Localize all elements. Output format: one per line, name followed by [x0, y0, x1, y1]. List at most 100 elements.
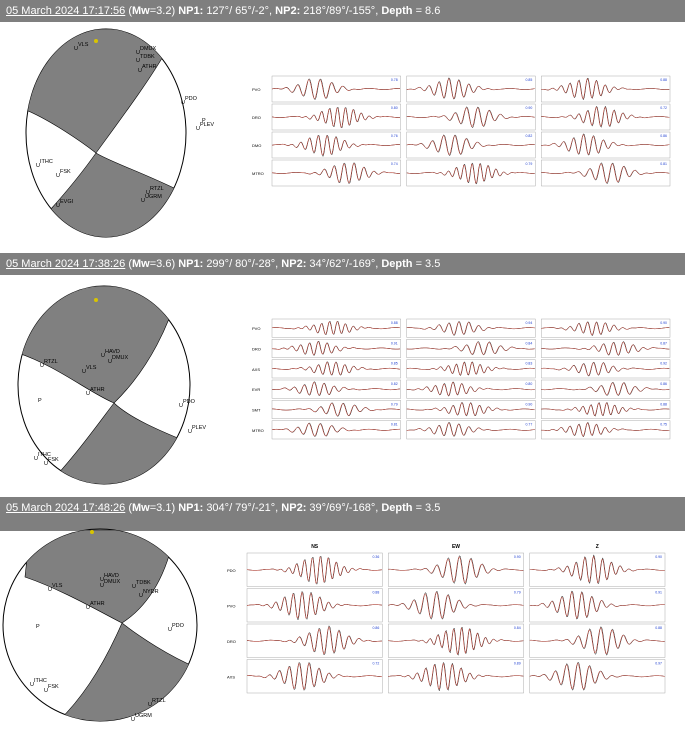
- np2-label-1: NP2:: [275, 5, 301, 17]
- depth-label-2: Depth: [381, 258, 413, 270]
- synthetic-waveform: [529, 627, 665, 655]
- correlation-value: 0.75: [660, 423, 667, 427]
- synthetic-waveform: [541, 321, 670, 336]
- correlation-value: 0.92: [660, 362, 667, 366]
- trace-panel: [541, 400, 671, 419]
- synthetic-waveform: [247, 662, 383, 691]
- correlation-value: 0.88: [660, 402, 667, 406]
- synthetic-waveform: [388, 662, 524, 690]
- station-marker: U: [56, 173, 60, 179]
- station-marker: U: [179, 403, 183, 409]
- synthetic-waveform: [541, 382, 670, 396]
- depth-value-1: = 8.6: [415, 5, 441, 17]
- np1-value-2: 299°/ 80°/-28°,: [206, 258, 279, 270]
- station-label: PLEV: [200, 122, 214, 128]
- trace-panel: [529, 588, 666, 623]
- event-header-1: 05 March 2024 17:17:56 (Mw=3.2) NP1: 127…: [0, 0, 685, 22]
- trace-station-label: DRO: [252, 115, 261, 120]
- correlation-value: 0.79: [526, 162, 533, 166]
- synthetic-waveform: [272, 403, 401, 416]
- component-header: NS: [311, 544, 319, 550]
- synthetic-waveform: [541, 77, 670, 100]
- np1-label-2: NP1:: [178, 258, 204, 270]
- correlation-value: 0.80: [526, 382, 533, 386]
- synthetic-waveform: [541, 362, 670, 376]
- np2-label-3: NP2:: [281, 502, 307, 514]
- station-marker: U: [74, 46, 78, 52]
- synthetic-waveform: [406, 135, 535, 155]
- trace-panel: [271, 400, 401, 419]
- correlation-value: 0.97: [655, 662, 662, 666]
- station-marker: U: [196, 126, 200, 132]
- synthetic-waveform: [246, 591, 383, 619]
- station-marker: U: [100, 577, 104, 583]
- station-label: PDO: [172, 623, 185, 629]
- correlation-value: 0.84: [514, 626, 521, 630]
- station-label: VLS: [86, 365, 97, 371]
- station-label: ITHC: [40, 159, 53, 165]
- np2-value-3: 39°/69°/-168°,: [309, 502, 379, 514]
- trace-station-label: MTRO: [252, 428, 264, 433]
- station-marker: U: [138, 68, 142, 74]
- np2-value-1: 218°/89°/-155°,: [303, 5, 379, 17]
- np2-label-2: NP2:: [281, 258, 307, 270]
- trace-station-label: AXS: [227, 674, 235, 679]
- correlation-value: 0.84: [526, 341, 533, 345]
- correlation-value: 0.90: [514, 555, 521, 559]
- trace-panel: [406, 400, 536, 419]
- station-label: FSK: [48, 457, 59, 463]
- synthetic-waveform: [406, 77, 535, 100]
- trace-panel: [406, 339, 536, 358]
- correlation-value: 0.90: [526, 106, 533, 110]
- trace-panel: [541, 379, 671, 399]
- synthetic-waveform: [271, 162, 400, 184]
- synthetic-waveform: [541, 402, 670, 416]
- correlation-value: 0.91: [655, 591, 662, 595]
- station-marker: U: [131, 717, 135, 723]
- synthetic-waveform: [541, 133, 670, 156]
- correlation-value: 0.88: [391, 321, 398, 325]
- correlation-value: 0.85: [526, 78, 533, 82]
- correlation-value: 0.94: [526, 321, 533, 325]
- correlation-value: 0.88: [373, 591, 380, 595]
- trace-panel: [406, 131, 536, 159]
- correlation-value: 0.76: [391, 134, 398, 138]
- event-date-2: 05 March 2024 17:38:26: [6, 258, 126, 270]
- station-marker: U: [101, 353, 105, 359]
- beachball-1: UVLSUDMUXUTDBKUATHRUPDOUPLEVUITHCUFSKUEV…: [25, 28, 214, 238]
- trace-panel: [529, 659, 666, 694]
- depth-label-1: Depth: [381, 5, 413, 17]
- station-marker: U: [34, 456, 38, 462]
- correlation-value: 0.81: [391, 423, 398, 427]
- station-label: DMUX: [112, 355, 129, 361]
- trace-station-label: SMT: [252, 408, 261, 413]
- synthetic-waveform: [246, 626, 383, 655]
- correlation-value: 0.90: [526, 402, 533, 406]
- p-axis-marker: [94, 298, 98, 302]
- correlation-value: 0.86: [660, 134, 667, 138]
- synthetic-waveform: [271, 107, 400, 128]
- synthetic-waveform: [388, 556, 524, 584]
- component-header: EW: [452, 544, 460, 550]
- station-label: PDO: [185, 96, 198, 102]
- trace-panel: [271, 75, 401, 103]
- synthetic-waveform: [272, 361, 401, 376]
- trace-panel: [406, 75, 536, 103]
- trace-panel: [406, 379, 536, 399]
- depth-label-3: Depth: [381, 502, 413, 514]
- station-label: ITHC: [38, 452, 51, 458]
- trace-station-label: DRO: [227, 639, 236, 644]
- trace-panel: [541, 75, 671, 103]
- trace-panel: [406, 318, 536, 338]
- station-marker: U: [141, 198, 145, 204]
- event-header-3: 05 March 2024 17:48:26 (Mw=3.1) NP1: 304…: [0, 497, 685, 531]
- correlation-value: 0.90: [655, 555, 662, 559]
- event-panel-3: 05 March 2024 17:48:26 (Mw=3.1) NP1: 304…: [0, 497, 685, 735]
- beachball-2: UVLSURTZLUHAVDUDMUXUATHRUPDOUPLEVUITHCUF…: [17, 285, 206, 519]
- trace-panel: [271, 359, 401, 379]
- correlation-value: 0.72: [373, 662, 380, 666]
- station-marker: U: [146, 190, 150, 196]
- synthetic-waveform: [406, 402, 535, 416]
- waveform-grid-2: PVO 0.88 0.94 0.90 DRO 0.91 0.84 0.87 AXS 0.85 0.8…: [252, 318, 671, 440]
- synthetic-waveform: [271, 134, 400, 156]
